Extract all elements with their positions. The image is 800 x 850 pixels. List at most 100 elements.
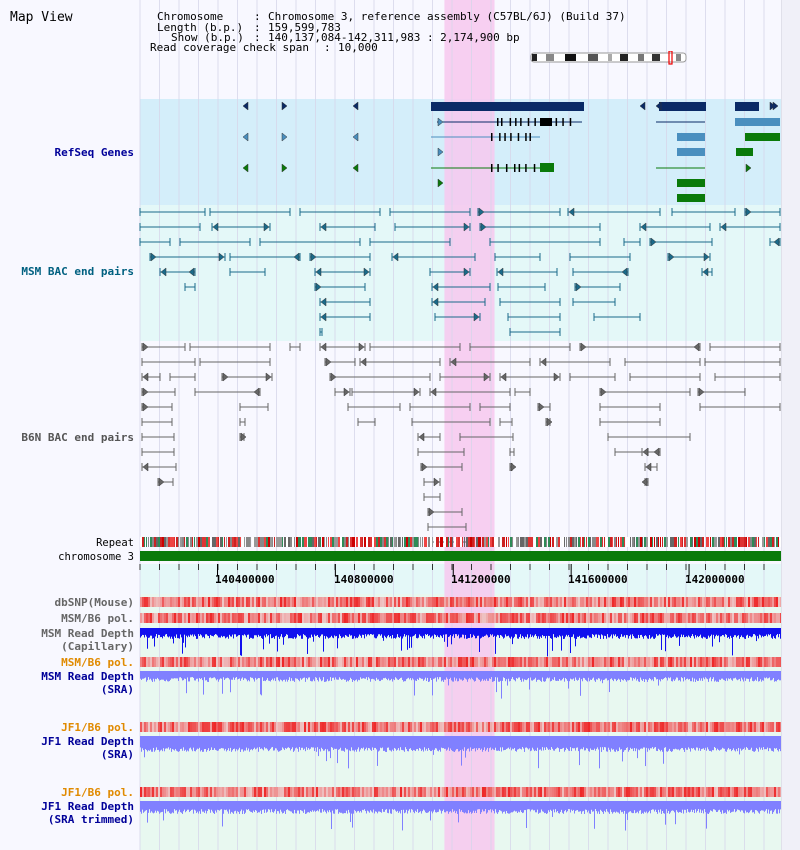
msm-bac-arrow [773, 237, 780, 247]
msm-capillary-depth-bar [241, 628, 242, 656]
dbsnp-density-cell [584, 597, 586, 607]
jf1-sra-depth-bar [420, 736, 421, 749]
msm-sra-depth-bar [721, 671, 722, 679]
msm-sra-depth-bar [239, 671, 240, 679]
msm-b6-pol-cell [340, 613, 342, 623]
msm-sra-depth-bar [660, 671, 661, 682]
msm-sra-depth-bar [630, 671, 631, 678]
jf1-trimmed-depth-bar [545, 801, 546, 813]
jf1-sra-depth-bar [288, 736, 289, 748]
msm-b6-pol-cell [360, 613, 362, 623]
repeat-element [760, 537, 763, 547]
jf1-sra-depth-bar [723, 736, 724, 749]
jf1-b6-pol-cell [720, 787, 722, 797]
msm-capillary-depth-bar [688, 628, 689, 636]
jf1-trimmed-depth-bar [486, 801, 487, 814]
jf1-b6-pol-cell [456, 722, 458, 732]
msm-capillary-depth-bar [357, 628, 358, 639]
jf1-b6-pol-cell [624, 722, 626, 732]
dbsnp-density-cell [728, 597, 730, 607]
msm-b6-pol-cell [562, 613, 564, 623]
jf1-b6-pol-cell [264, 787, 266, 797]
msm-sra-depth-bar [745, 671, 746, 681]
jf1-sra-depth-bar [155, 736, 156, 751]
jf1-b6-pol-cell [512, 722, 514, 732]
jf1-b6-pol-cell [694, 722, 696, 732]
msm-b6-pol-cell [342, 657, 344, 667]
msm-b6-pol-cell [294, 657, 296, 667]
msm-b6-pol-cell [274, 657, 276, 667]
msm-sra-depth-bar [582, 671, 583, 682]
msm-b6-pol-cell [656, 657, 658, 667]
jf1-trimmed-depth-bar [477, 801, 478, 810]
jf1-trimmed-depth-bar [690, 801, 691, 812]
jf1-trimmed-depth-bar [630, 801, 631, 812]
jf1-trimmed-depth-bar [238, 801, 239, 812]
jf1-sra-depth-bar [296, 736, 297, 748]
dbsnp-density-cell [682, 597, 684, 607]
msm-sra-depth-bar [746, 671, 747, 679]
jf1-b6-pol-cell [506, 787, 508, 797]
msm-capillary-depth-bar [360, 628, 361, 636]
b6n-bac-arrow [142, 387, 149, 397]
msm-b6-pol-cell [496, 657, 498, 667]
jf1-trimmed-depth-bar [383, 801, 384, 812]
jf1-trimmed-depth-bar [324, 801, 325, 811]
dbsnp-density-cell [182, 597, 184, 607]
jf1-b6-pol-cell [492, 787, 494, 797]
jf1-sra-depth-bar [393, 736, 394, 751]
jf1-trimmed-depth-bar [560, 801, 561, 812]
msm-sra-depth-bar [704, 671, 705, 680]
jf1-sra-depth-bar [251, 736, 252, 750]
jf1-sra-depth-bar [175, 736, 176, 749]
dbsnp-density-cell [200, 597, 202, 607]
msm-capillary-depth-bar [669, 628, 670, 637]
jf1-trimmed-depth-bar [567, 801, 568, 812]
msm-b6-pol-cell [200, 657, 202, 667]
jf1-trimmed-depth-bar [581, 801, 582, 814]
msm-sra-depth-bar [288, 671, 289, 680]
msm-b6-pol-cell [440, 657, 442, 667]
jf1-b6-pol-cell [222, 722, 224, 732]
jf1-trimmed-depth-bar [501, 801, 502, 812]
msm-b6-pol-cell [672, 613, 674, 623]
repeat-element [432, 537, 433, 547]
msm-sra-depth-bar [264, 671, 265, 681]
dbsnp-density-cell [642, 597, 644, 607]
msm-sra-depth-bar [285, 671, 286, 682]
jf1-trimmed-depth-bar [588, 801, 589, 811]
jf1-b6-pol-cell [236, 787, 238, 797]
msm-capillary-depth-bar [533, 628, 534, 638]
jf1-sra-depth-bar [229, 736, 230, 751]
jf1-b6-pol-cell [332, 722, 334, 732]
jf1-trimmed-depth-bar [482, 801, 483, 810]
jf1-trimmed-depth-bar [241, 801, 242, 810]
dbsnp-density-cell [714, 597, 716, 607]
msm-b6-pol-cell [642, 613, 644, 623]
jf1-b6-pol-cell [338, 722, 340, 732]
jf1-b6-pol-cell [510, 722, 512, 732]
jf1-sra-depth-bar [310, 736, 311, 749]
dbsnp-density-cell [374, 597, 376, 607]
msm-sra-depth-bar [608, 671, 609, 681]
msm-b6-pol-cell [644, 613, 646, 623]
msm-sra-depth-bar [365, 671, 366, 679]
jf1-b6-pol-cell [750, 787, 752, 797]
dbsnp-density-cell [702, 597, 704, 607]
msm-sra-depth-bar [193, 671, 194, 678]
jf1-trimmed-depth-bar [260, 801, 261, 811]
repeat-element [678, 537, 679, 547]
jf1-sra-depth-bar [614, 736, 615, 752]
msm-capillary-depth-bar [586, 628, 587, 639]
jf1-trimmed-depth-bar [440, 801, 441, 811]
jf1-sra-depth-bar [225, 736, 226, 749]
jf1-trimmed-depth-bar [459, 801, 460, 810]
msm-sra-depth-bar [302, 671, 303, 679]
msm-b6-pol-cell [524, 657, 526, 667]
refseq-arrow [352, 101, 359, 111]
jf1-trimmed-depth-bar [685, 801, 686, 810]
msm-sra-depth-bar [156, 671, 157, 680]
jf1-b6-pol-cell [564, 787, 566, 797]
jf1-trimmed-depth-bar [479, 801, 480, 810]
jf1-b6-pol-cell [498, 722, 500, 732]
